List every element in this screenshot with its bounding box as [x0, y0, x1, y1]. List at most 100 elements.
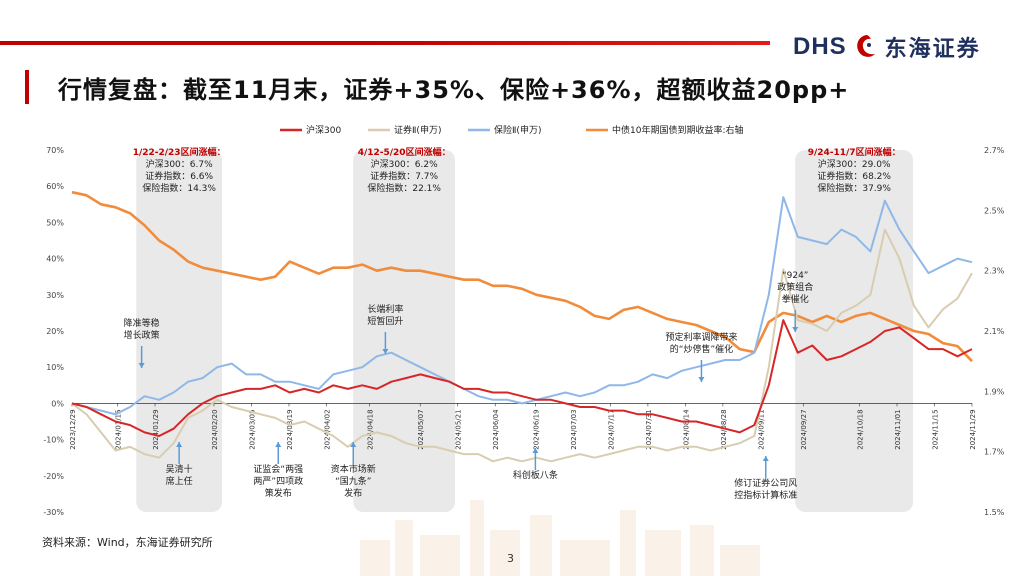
annotation-text: “国九条” — [335, 475, 371, 487]
shaded-period-3 — [795, 150, 914, 512]
y-left-tick-label: 70% — [46, 146, 64, 155]
shaded-period-title: 1/22-2/23区间涨幅： — [133, 146, 226, 158]
x-tick-label: 2024/11/29 — [969, 409, 977, 449]
x-tick-label: 2024/05/21 — [455, 409, 463, 449]
header-rule-accent — [370, 41, 770, 45]
y-left-tick-label: -10% — [43, 436, 64, 445]
shaded-period-stat: 证券指数：6.6% — [145, 170, 213, 182]
x-tick-label: 2024/11/15 — [932, 409, 940, 449]
annotation-text: 席上任 — [166, 475, 193, 487]
x-tick-label: 2024/07/17 — [607, 409, 615, 449]
annotation-text: 控指标计算标准 — [734, 489, 797, 501]
annotation-text: 修订证券公司风 — [734, 477, 797, 489]
x-tick-label: 2024/09/27 — [800, 409, 808, 449]
annotation-arrowhead — [792, 327, 799, 332]
y-left-tick-label: 40% — [46, 255, 64, 264]
annotation-arrowhead — [350, 442, 357, 447]
dragon-icon — [856, 35, 875, 57]
legend-label: 沪深300 — [306, 124, 341, 136]
annotation-text: 资本市场新 — [331, 463, 376, 475]
x-tick-label: 2024/01/29 — [152, 409, 160, 449]
shaded-period-stat: 保险指数：14.3% — [142, 182, 216, 194]
series-lines — [71, 190, 973, 463]
shaded-period-stat: 沪深300：29.0% — [818, 158, 891, 170]
annotations: 1/22-2/23区间涨幅：沪深300：6.7%证券指数：6.6%保险指数：14… — [124, 146, 901, 501]
x-tick-label: 2024/11/01 — [894, 409, 902, 449]
series-line-ins — [71, 196, 973, 416]
legend-label: 证券Ⅱ(申万) — [394, 124, 441, 136]
x-tick-label: 2024/09/11 — [757, 409, 765, 449]
x-tick-label: 2024/08/14 — [682, 409, 690, 450]
y-left-tick-label: 10% — [46, 363, 64, 372]
x-tick-label: 2024/06/19 — [532, 409, 540, 449]
annotation-text: 吴清十 — [166, 463, 193, 475]
annotation-text: 政策组合 — [777, 281, 813, 293]
annotation-arrowhead — [176, 442, 183, 447]
annotation-arrowhead — [698, 377, 705, 382]
shaded-period-title: 9/24-11/7区间涨幅： — [808, 146, 901, 158]
x-tick-label: 2024/03/05 — [248, 409, 256, 449]
annotation-text: 发布 — [344, 487, 362, 499]
annotation-arrowhead — [532, 448, 539, 453]
company-logo: DHS 东海证券 — [793, 30, 981, 64]
annotation-arrowhead — [275, 442, 282, 447]
shaded-period-2 — [353, 150, 456, 512]
x-tick-label: 2024/02/20 — [211, 409, 219, 449]
y-left-tick-label: 50% — [46, 218, 64, 227]
logo-dhs-text: DHS — [793, 33, 847, 60]
shaded-periods — [136, 150, 914, 512]
annotation-text: 科创板八条 — [513, 469, 558, 481]
y-left-tick-label: 30% — [46, 291, 64, 300]
x-tick-label: 2024/04/02 — [323, 409, 331, 449]
x-tick-label: 2024/06/04 — [492, 409, 500, 450]
x-tick-label: 2024/10/18 — [857, 409, 865, 449]
axes: -30% -20% -10% 0% 10% 20% 30% 40% 50% 60% 70% 1.5% 1… — [43, 146, 1004, 517]
legend-label: 中债10年期国债到期收益率:右轴 — [612, 124, 744, 136]
y-left-tick-label: -20% — [43, 472, 64, 481]
y-right-tick-label: 1.9% — [984, 387, 1005, 396]
y-left-tick-label: -30% — [43, 508, 64, 517]
y-right-tick-label: 1.5% — [984, 508, 1005, 517]
annotation-text: 策发布 — [265, 487, 292, 499]
legend: 沪深300 证券Ⅱ(申万) 保险Ⅱ(申万) 中债10年期国债到期收益率:右轴 — [280, 124, 744, 136]
annotation-text: 两严”四项政 — [253, 475, 303, 487]
y-left-tick-label: 0% — [51, 399, 64, 408]
x-tick-label: 2024/04/18 — [366, 409, 374, 449]
shaded-period-stat: 证券指数：7.7% — [370, 170, 438, 182]
title-accent-bar — [25, 70, 29, 104]
annotation-text: “924” — [782, 271, 809, 281]
annotation-text: 短暂回升 — [367, 315, 403, 327]
annotation-text: 增长政策 — [124, 329, 160, 341]
y-left-tick-label: 20% — [46, 327, 64, 336]
annotation-text: 预定利率调降带来 — [665, 331, 737, 343]
x-tick-label: 2024/05/07 — [417, 409, 425, 449]
y-right-tick-label: 2.7% — [984, 146, 1005, 155]
x-tick-label: 2024/03/19 — [286, 409, 294, 449]
x-tick-label: 2023/12/29 — [69, 409, 77, 449]
shaded-period-stat: 证券指数：68.2% — [817, 170, 891, 182]
shaded-period-stat: 保险指数：22.1% — [367, 182, 441, 194]
y-right-tick-label: 2.1% — [984, 327, 1005, 336]
series-line-sec — [71, 228, 973, 463]
shaded-period-stat: 沪深300：6.2% — [371, 158, 438, 170]
x-tick-label: 2024/07/31 — [645, 409, 653, 449]
shaded-period-stat: 沪深300：6.7% — [146, 158, 213, 170]
x-tick-label: 2024/08/28 — [720, 409, 728, 449]
page-title: 行情复盘：截至11月末，证券+35%、保险+36%，超额收益20pp+ — [58, 76, 850, 104]
annotation-text: 的“炒停售”催化 — [670, 343, 733, 355]
annotation-text: 拳催化 — [782, 293, 809, 305]
y-left-tick-label: 60% — [46, 182, 64, 191]
y-right-tick-label: 2.3% — [984, 267, 1005, 276]
annotation-text: 证监会“两强 — [253, 463, 303, 475]
logo-cn-text: 东海证券 — [884, 37, 981, 62]
shaded-period-stat: 保险指数：37.9% — [817, 182, 891, 194]
annotation-arrowhead — [382, 349, 389, 354]
shaded-period-title: 4/12-5/20区间涨幅： — [358, 146, 451, 158]
series-line-bond — [71, 190, 973, 363]
skyline-watermark-icon — [360, 500, 760, 576]
y-right-tick-label: 1.7% — [984, 448, 1005, 457]
annotation-text: 降准等稳 — [124, 317, 160, 329]
legend-label: 保险Ⅱ(申万) — [494, 124, 541, 136]
series-line-hs300 — [71, 319, 973, 437]
